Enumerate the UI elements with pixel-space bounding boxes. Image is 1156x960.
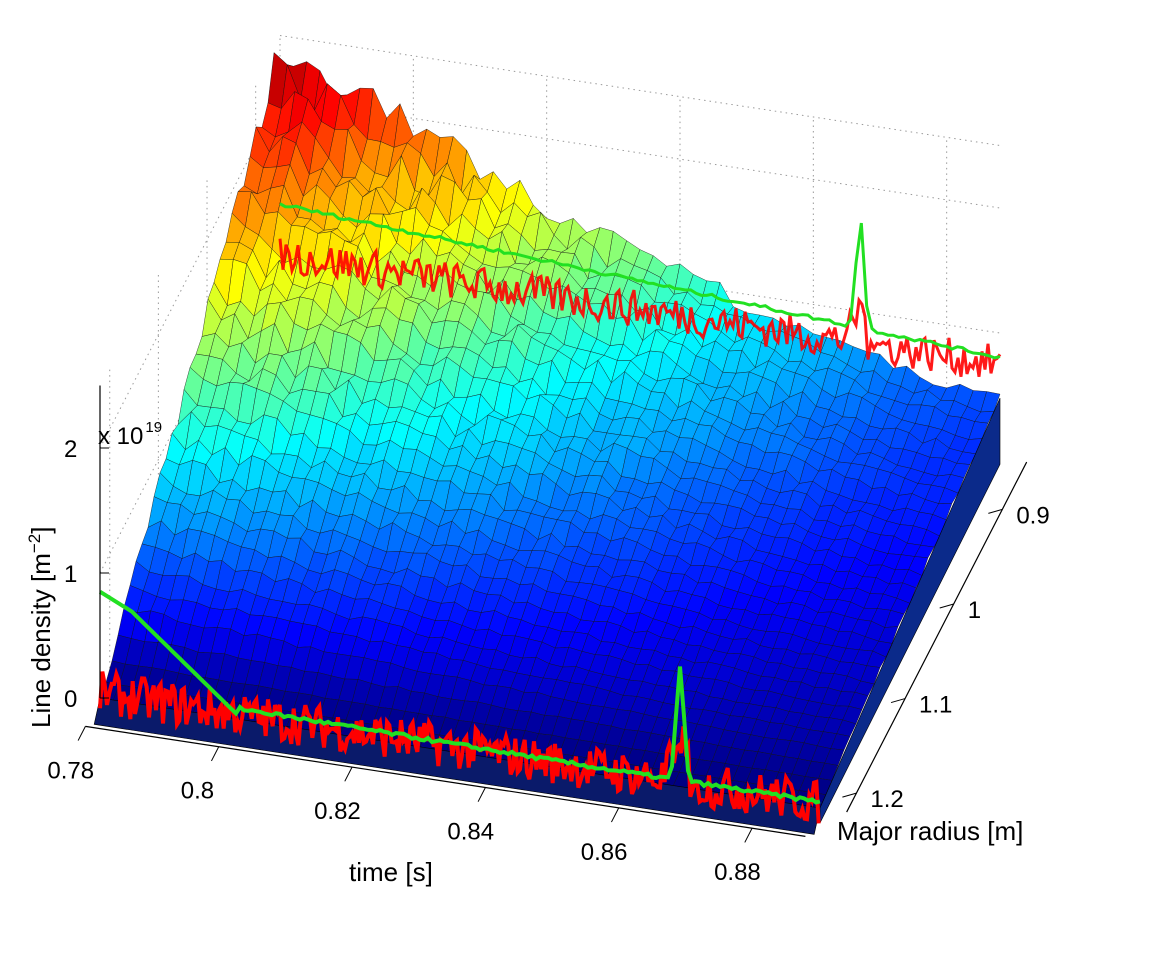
- y-tick-mark: [890, 698, 906, 704]
- x-tick-mark: [77, 726, 86, 741]
- tick-labels: 0.78 0.8 0.82 0.84 0.86 0.88 0.9 1 1.1 1.2 0 1 2: [47, 436, 1049, 886]
- surface-front-edge: [93, 697, 821, 835]
- x-tick-label: 0.84: [447, 818, 494, 845]
- x-tick-label: 0.88: [714, 859, 761, 886]
- z-axis-label-main: Line density [m: [26, 553, 56, 728]
- x-tick-label: 0.8: [181, 778, 214, 805]
- red-trace-back: [278, 238, 1002, 377]
- z-tick-label: 1: [64, 561, 77, 588]
- z-axis-label: Line density [m−2]: [25, 527, 56, 729]
- y-tick-mark: [939, 603, 954, 609]
- y-axis-line: [846, 461, 1028, 813]
- y-tick-label: 1.1: [919, 692, 952, 719]
- z-scale-base: x 10: [98, 423, 143, 450]
- x-tick-mark: [477, 787, 486, 802]
- x-tick-label: 0.86: [581, 839, 628, 866]
- y-axis-label: Major radius [m]: [837, 816, 1023, 846]
- green-trace-back: [279, 202, 1001, 360]
- x-axis-label: time [s]: [349, 857, 433, 887]
- x-tick-label: 0.78: [47, 757, 94, 784]
- y-tick-mark: [842, 792, 857, 798]
- z-scale-factor: x 10 19: [98, 419, 162, 450]
- y-tick-label: 1: [968, 597, 981, 624]
- x-tick-label: 0.82: [314, 798, 361, 825]
- overlay-traces: [98, 202, 1002, 824]
- z-axis-label-end: ]: [26, 527, 56, 534]
- y-tick-label: 1.2: [870, 786, 903, 813]
- red-trace-front: [98, 667, 821, 824]
- grid-line: [279, 35, 1001, 146]
- x-tick-mark: [744, 828, 753, 843]
- y-tick-label: 0.9: [1016, 502, 1049, 529]
- x-tick-mark: [344, 766, 353, 782]
- z-tick-label: 2: [64, 436, 77, 463]
- z-scale-exponent: 19: [145, 419, 162, 436]
- green-trace-front: [98, 590, 821, 805]
- y-tick-mark: [988, 508, 1003, 514]
- z-tick-label: 0: [64, 686, 77, 713]
- axes: [85, 385, 1028, 837]
- x-axis-line: [85, 725, 806, 837]
- x-tick-mark: [610, 807, 620, 823]
- z-axis-label-exponent: −2: [25, 534, 44, 553]
- x-tick-mark: [210, 746, 220, 762]
